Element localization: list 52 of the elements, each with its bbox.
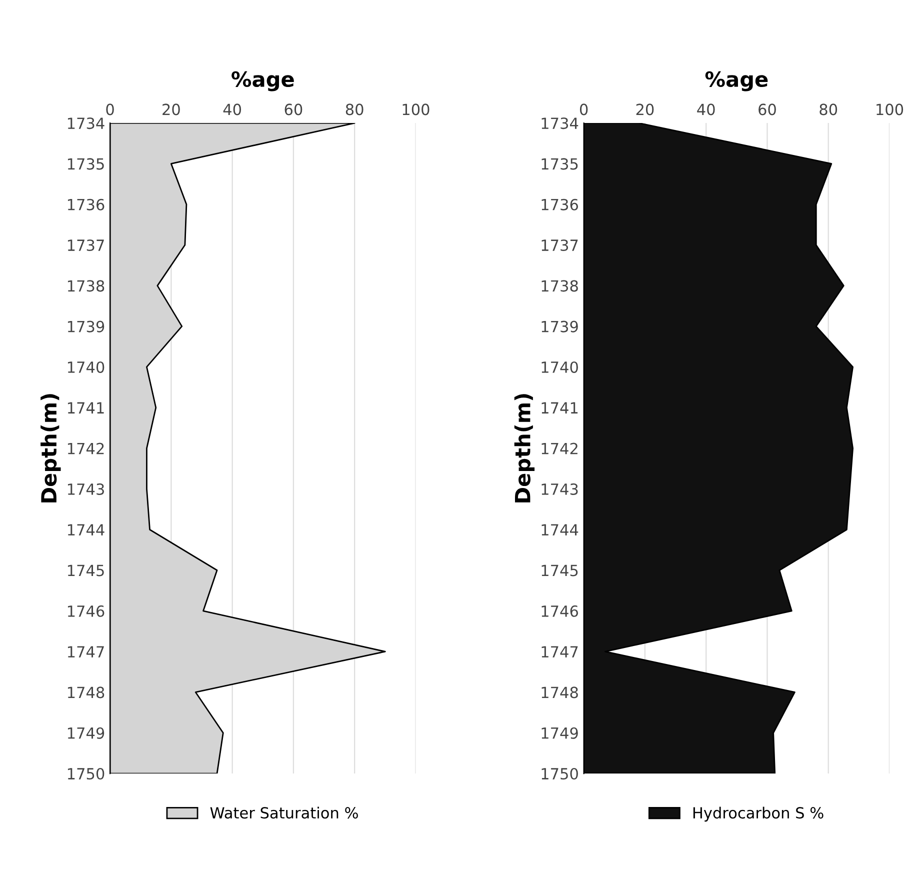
legend-label: Hydrocarbon S % [693,806,824,822]
y-tick-label: 1739 [542,320,578,332]
y-tick-label: 1747 [542,646,578,658]
x-tick-label: 0 [580,104,588,116]
y-tick-label: 1735 [542,158,578,170]
y-tick-label: 1743 [542,483,578,495]
y-tick-label: 1748 [542,686,578,698]
y-tick-label: 1737 [542,239,578,252]
x-tick-label: 60 [758,104,776,116]
y-tick-label: 1737 [68,239,104,252]
y-tick-label: 1736 [68,198,104,210]
y-tick-label: 1750 [68,768,104,780]
x-tick-label: 80 [346,104,364,116]
y-tick-label: 1744 [542,524,578,536]
x-tick-label: 20 [162,104,180,116]
y-tick-label: 1747 [68,646,104,658]
y-tick-label: 1738 [68,280,104,292]
y-tick-label: 1734 [542,118,578,130]
x-tick-label: 40 [223,104,242,116]
legend-label: Water Saturation % [210,806,358,819]
y-tick-label: 1736 [542,198,578,210]
x-axis-title: %age [232,71,294,92]
y-tick-label: 1742 [68,442,104,454]
x-tick-label: 80 [820,104,838,116]
y-tick-label: 1746 [68,605,104,617]
y-tick-label: 1741 [68,402,104,414]
y-tick-label: 1744 [68,524,104,536]
x-tick-label: 100 [402,104,430,116]
y-tick-label: 1748 [68,686,104,698]
x-tick-label: 40 [697,104,715,116]
y-tick-label: 1742 [542,442,578,454]
x-tick-label: 20 [636,104,654,116]
y-tick-label: 1738 [542,280,578,292]
x-axis-title: %age [705,71,768,92]
x-tick-label: 0 [106,104,114,116]
y-axis-title: Depth(m) [514,394,535,502]
y-axis-title: Depth(m) [40,394,61,502]
y-tick-label: 1746 [542,605,578,617]
y-tick-label: 1734 [68,118,104,130]
y-tick-label: 1749 [68,727,104,739]
y-tick-label: 1745 [542,564,578,576]
x-tick-label: 60 [284,104,302,116]
y-tick-label: 1735 [68,158,104,170]
y-tick-label: 1740 [68,361,104,374]
y-tick-label: 1740 [542,361,578,374]
y-tick-label: 1749 [542,727,578,739]
y-tick-label: 1739 [68,320,104,332]
y-tick-label: 1743 [68,483,104,495]
y-tick-label: 1741 [542,402,578,414]
y-tick-label: 1745 [68,564,104,576]
x-tick-label: 100 [876,104,904,116]
y-tick-label: 1750 [542,768,578,780]
